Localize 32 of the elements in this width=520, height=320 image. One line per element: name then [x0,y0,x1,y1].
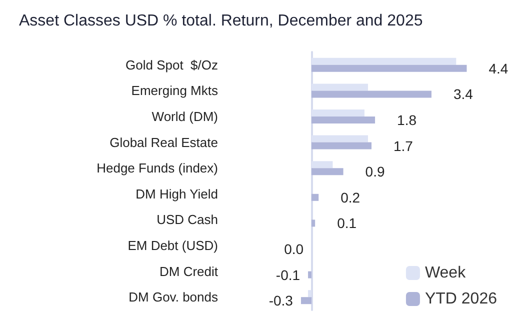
data-label: 0.2 [340,189,360,206]
data-label: 3.4 [453,86,474,102]
bar [312,64,467,72]
data-label: 0.0 [284,241,304,257]
bar [312,168,344,176]
y-tick-label: Emerging Mkts [131,83,218,98]
y-tick-label: Gold Spot $/Oz [126,57,218,72]
data-label: -0.3 [268,292,294,309]
legend-label: Week [424,264,467,282]
data-label: 4.4 [488,60,508,76]
legend-label: YTD 2026 [424,290,498,308]
y-tick-label: USD Cash [156,212,218,228]
bar [312,116,376,124]
bar [300,297,312,304]
y-tick-label: World (DM) [152,109,218,124]
bar [312,194,319,201]
y-tick-label: Global Real Estate [110,134,218,150]
bar [308,271,312,278]
data-label: 1.7 [394,138,414,154]
data-label: 1.8 [397,112,417,128]
data-label: 0.9 [365,164,385,180]
y-tick-label: DM Gov. bonds [128,290,218,305]
y-tick-label: DM Credit [159,264,218,279]
data-label: -0.1 [276,266,300,283]
bar [312,90,432,98]
bar [312,220,316,227]
bar [312,142,372,150]
chart-title: Asset Classes USD % total. Return, December and 2025 [19,12,423,30]
y-tick-label: EM Debt (USD) [128,238,218,253]
data-label: 0.1 [337,215,357,232]
y-tick-label: DM High Yield [136,186,218,202]
y-tick-label: Hedge Funds (index) [96,160,218,176]
